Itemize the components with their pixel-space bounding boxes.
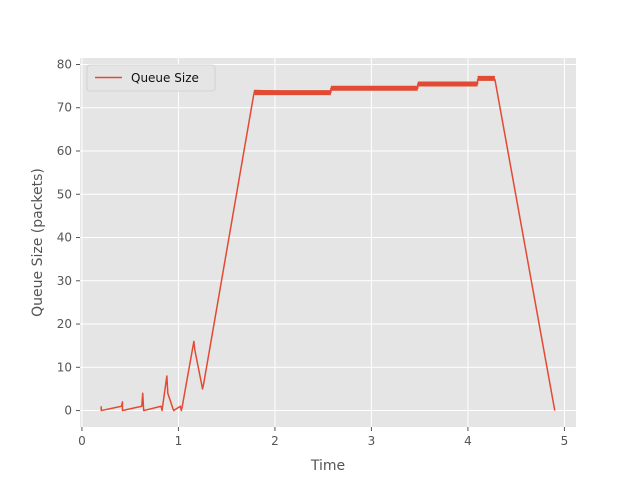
x-tick-label: 4 (464, 434, 472, 448)
y-tick-label: 40 (57, 231, 72, 245)
legend: Queue Size (86, 64, 216, 92)
y-tick-label: 60 (57, 144, 72, 158)
y-tick-label: 50 (57, 187, 72, 201)
y-tick-label: 10 (57, 360, 72, 374)
x-tick-label: 5 (561, 434, 569, 448)
y-tick-label: 20 (57, 317, 72, 331)
y-tick-label: 30 (57, 274, 72, 288)
grid (80, 58, 576, 427)
y-tick-label: 0 (64, 404, 72, 418)
x-axis-label: Time (310, 458, 345, 474)
x-tick-label: 3 (368, 434, 376, 448)
x-tick-label: 2 (271, 434, 279, 448)
y-tick-label: 80 (57, 57, 72, 71)
y-axis-ticks: 0 10 20 30 40 50 60 70 80 (57, 57, 80, 418)
legend-label-queue-size: Queue Size (131, 71, 199, 85)
y-axis-label: Queue Size (packets) (30, 168, 46, 317)
x-tick-label: 1 (175, 434, 183, 448)
x-tick-label: 0 (78, 434, 86, 448)
series-lines (100, 75, 556, 412)
legend-box (86, 64, 216, 92)
x-axis-ticks: 0 1 2 3 4 5 (78, 427, 568, 448)
y-tick-label: 70 (57, 101, 72, 115)
plot-area (80, 58, 576, 427)
